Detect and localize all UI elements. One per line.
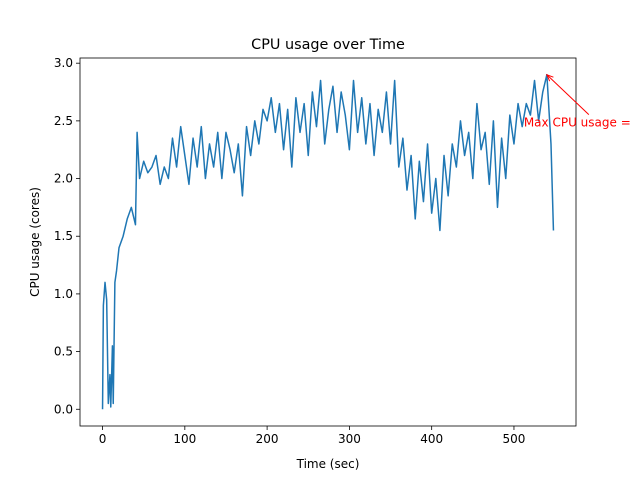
x-tick-label: 500: [503, 432, 526, 446]
plot-frame: [79, 57, 577, 427]
x-axis-label: Time (sec): [296, 457, 360, 471]
y-tick-label: 1.0: [54, 287, 73, 301]
x-tick-label: 100: [173, 432, 196, 446]
line: [101, 73, 555, 410]
x-tick-label: 400: [420, 432, 443, 446]
annotation-arrowhead: [545, 73, 554, 82]
x-tick-label: 0: [99, 432, 107, 446]
annotation-text: Max CPU usage =: [524, 116, 631, 130]
y-axis-label: CPU usage (cores): [28, 187, 42, 297]
x-tick-label: 200: [256, 432, 279, 446]
chart-title: CPU usage over Time: [251, 37, 405, 53]
y-tick-label: 1.5: [54, 229, 73, 243]
y-tick-label: 2.0: [54, 172, 73, 186]
y-tick-label: 0.5: [54, 345, 73, 359]
y-tick-label: 2.5: [54, 114, 73, 128]
x-tick-label: 300: [338, 432, 361, 446]
y-tick-label: 3.0: [54, 56, 73, 70]
y-tick-label: 0.0: [54, 402, 73, 416]
annotation-arrow: [546, 74, 590, 116]
